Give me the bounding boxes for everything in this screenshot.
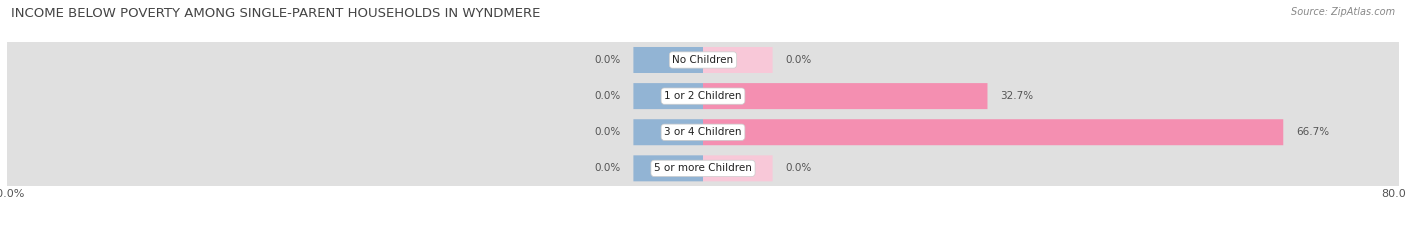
- FancyBboxPatch shape: [633, 119, 703, 145]
- Text: 0.0%: 0.0%: [786, 163, 811, 173]
- Text: 32.7%: 32.7%: [1001, 91, 1033, 101]
- FancyBboxPatch shape: [703, 119, 1284, 145]
- FancyBboxPatch shape: [633, 83, 703, 109]
- Text: 5 or more Children: 5 or more Children: [654, 163, 752, 173]
- Bar: [7, 78, 1399, 114]
- Text: No Children: No Children: [672, 55, 734, 65]
- Bar: [7, 150, 1399, 186]
- Text: Source: ZipAtlas.com: Source: ZipAtlas.com: [1291, 7, 1395, 17]
- FancyBboxPatch shape: [7, 65, 1399, 127]
- Text: 3 or 4 Children: 3 or 4 Children: [664, 127, 742, 137]
- FancyBboxPatch shape: [7, 137, 1399, 199]
- FancyBboxPatch shape: [7, 29, 1399, 91]
- Bar: [7, 42, 1399, 78]
- Text: 0.0%: 0.0%: [595, 127, 620, 137]
- Text: 66.7%: 66.7%: [1296, 127, 1330, 137]
- FancyBboxPatch shape: [7, 101, 1399, 163]
- FancyBboxPatch shape: [703, 83, 987, 109]
- Text: INCOME BELOW POVERTY AMONG SINGLE-PARENT HOUSEHOLDS IN WYNDMERE: INCOME BELOW POVERTY AMONG SINGLE-PARENT…: [11, 7, 541, 20]
- FancyBboxPatch shape: [703, 47, 773, 73]
- Bar: [7, 114, 1399, 150]
- Text: 0.0%: 0.0%: [595, 91, 620, 101]
- Text: 0.0%: 0.0%: [595, 163, 620, 173]
- FancyBboxPatch shape: [633, 155, 703, 181]
- Text: 0.0%: 0.0%: [595, 55, 620, 65]
- Text: 1 or 2 Children: 1 or 2 Children: [664, 91, 742, 101]
- FancyBboxPatch shape: [633, 47, 703, 73]
- FancyBboxPatch shape: [703, 155, 773, 181]
- Text: 0.0%: 0.0%: [786, 55, 811, 65]
